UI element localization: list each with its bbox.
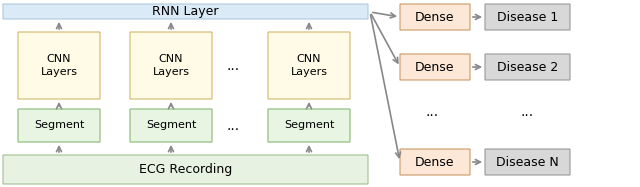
FancyBboxPatch shape <box>485 54 570 80</box>
FancyBboxPatch shape <box>3 4 368 19</box>
Text: Segment: Segment <box>284 120 334 131</box>
Text: ...: ... <box>520 105 534 119</box>
FancyBboxPatch shape <box>130 32 212 99</box>
FancyBboxPatch shape <box>485 149 570 175</box>
Text: ...: ... <box>227 59 239 73</box>
FancyBboxPatch shape <box>485 4 570 30</box>
FancyBboxPatch shape <box>130 109 212 142</box>
FancyBboxPatch shape <box>400 54 470 80</box>
Text: ECG Recording: ECG Recording <box>139 163 232 176</box>
Text: ...: ... <box>227 119 239 133</box>
FancyBboxPatch shape <box>400 4 470 30</box>
Text: CNN
Layers: CNN Layers <box>291 54 328 77</box>
Text: Dense: Dense <box>415 61 455 73</box>
Text: Segment: Segment <box>34 120 84 131</box>
Text: CNN
Layers: CNN Layers <box>152 54 189 77</box>
Text: Dense: Dense <box>415 156 455 168</box>
Text: Segment: Segment <box>146 120 196 131</box>
Text: ...: ... <box>426 105 438 119</box>
Text: Disease N: Disease N <box>496 156 559 168</box>
FancyBboxPatch shape <box>268 109 350 142</box>
Text: CNN
Layers: CNN Layers <box>40 54 77 77</box>
Text: Disease 1: Disease 1 <box>497 10 558 24</box>
FancyBboxPatch shape <box>18 109 100 142</box>
FancyBboxPatch shape <box>268 32 350 99</box>
Text: Disease 2: Disease 2 <box>497 61 558 73</box>
FancyBboxPatch shape <box>18 32 100 99</box>
Text: Dense: Dense <box>415 10 455 24</box>
Text: RNN Layer: RNN Layer <box>152 5 219 18</box>
FancyBboxPatch shape <box>400 149 470 175</box>
FancyBboxPatch shape <box>3 155 368 184</box>
